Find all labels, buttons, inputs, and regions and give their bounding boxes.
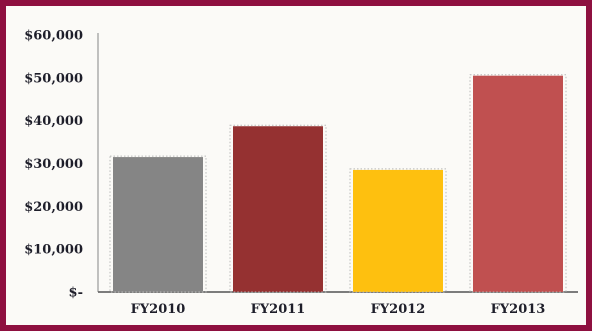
y-tick-label: $20,000 [24, 200, 83, 215]
bars [109, 74, 567, 293]
bar-fy2011 [233, 126, 323, 292]
y-tick-label: $30,000 [24, 157, 83, 172]
x-tick-label: FY2012 [371, 302, 426, 317]
y-tick-label: $- [69, 286, 83, 301]
chart-frame: $- $10,000 $20,000 $30,000 $40,000 $50,000 $60… [6, 6, 586, 325]
y-tick-label: $10,000 [24, 243, 83, 258]
y-tick-label: $50,000 [24, 71, 83, 86]
bar-fy2012 [353, 169, 443, 292]
x-tick-label: FY2010 [131, 302, 186, 317]
bar-fy2010 [113, 157, 203, 292]
x-tick-label: FY2013 [491, 302, 546, 317]
x-axis-labels: FY2010 FY2011 FY2012 FY2013 [131, 302, 546, 317]
y-tick-label: $40,000 [24, 114, 83, 129]
bar-fy2013 [473, 75, 563, 292]
bar-outline [469, 74, 567, 293]
x-tick-label: FY2011 [251, 302, 306, 317]
bar-outline [109, 155, 207, 293]
bar-chart: $- $10,000 $20,000 $30,000 $40,000 $50,000 $60… [24, 29, 578, 317]
bar-outline [349, 168, 447, 293]
bar-outline [229, 124, 327, 293]
y-tick-label: $60,000 [24, 29, 83, 44]
